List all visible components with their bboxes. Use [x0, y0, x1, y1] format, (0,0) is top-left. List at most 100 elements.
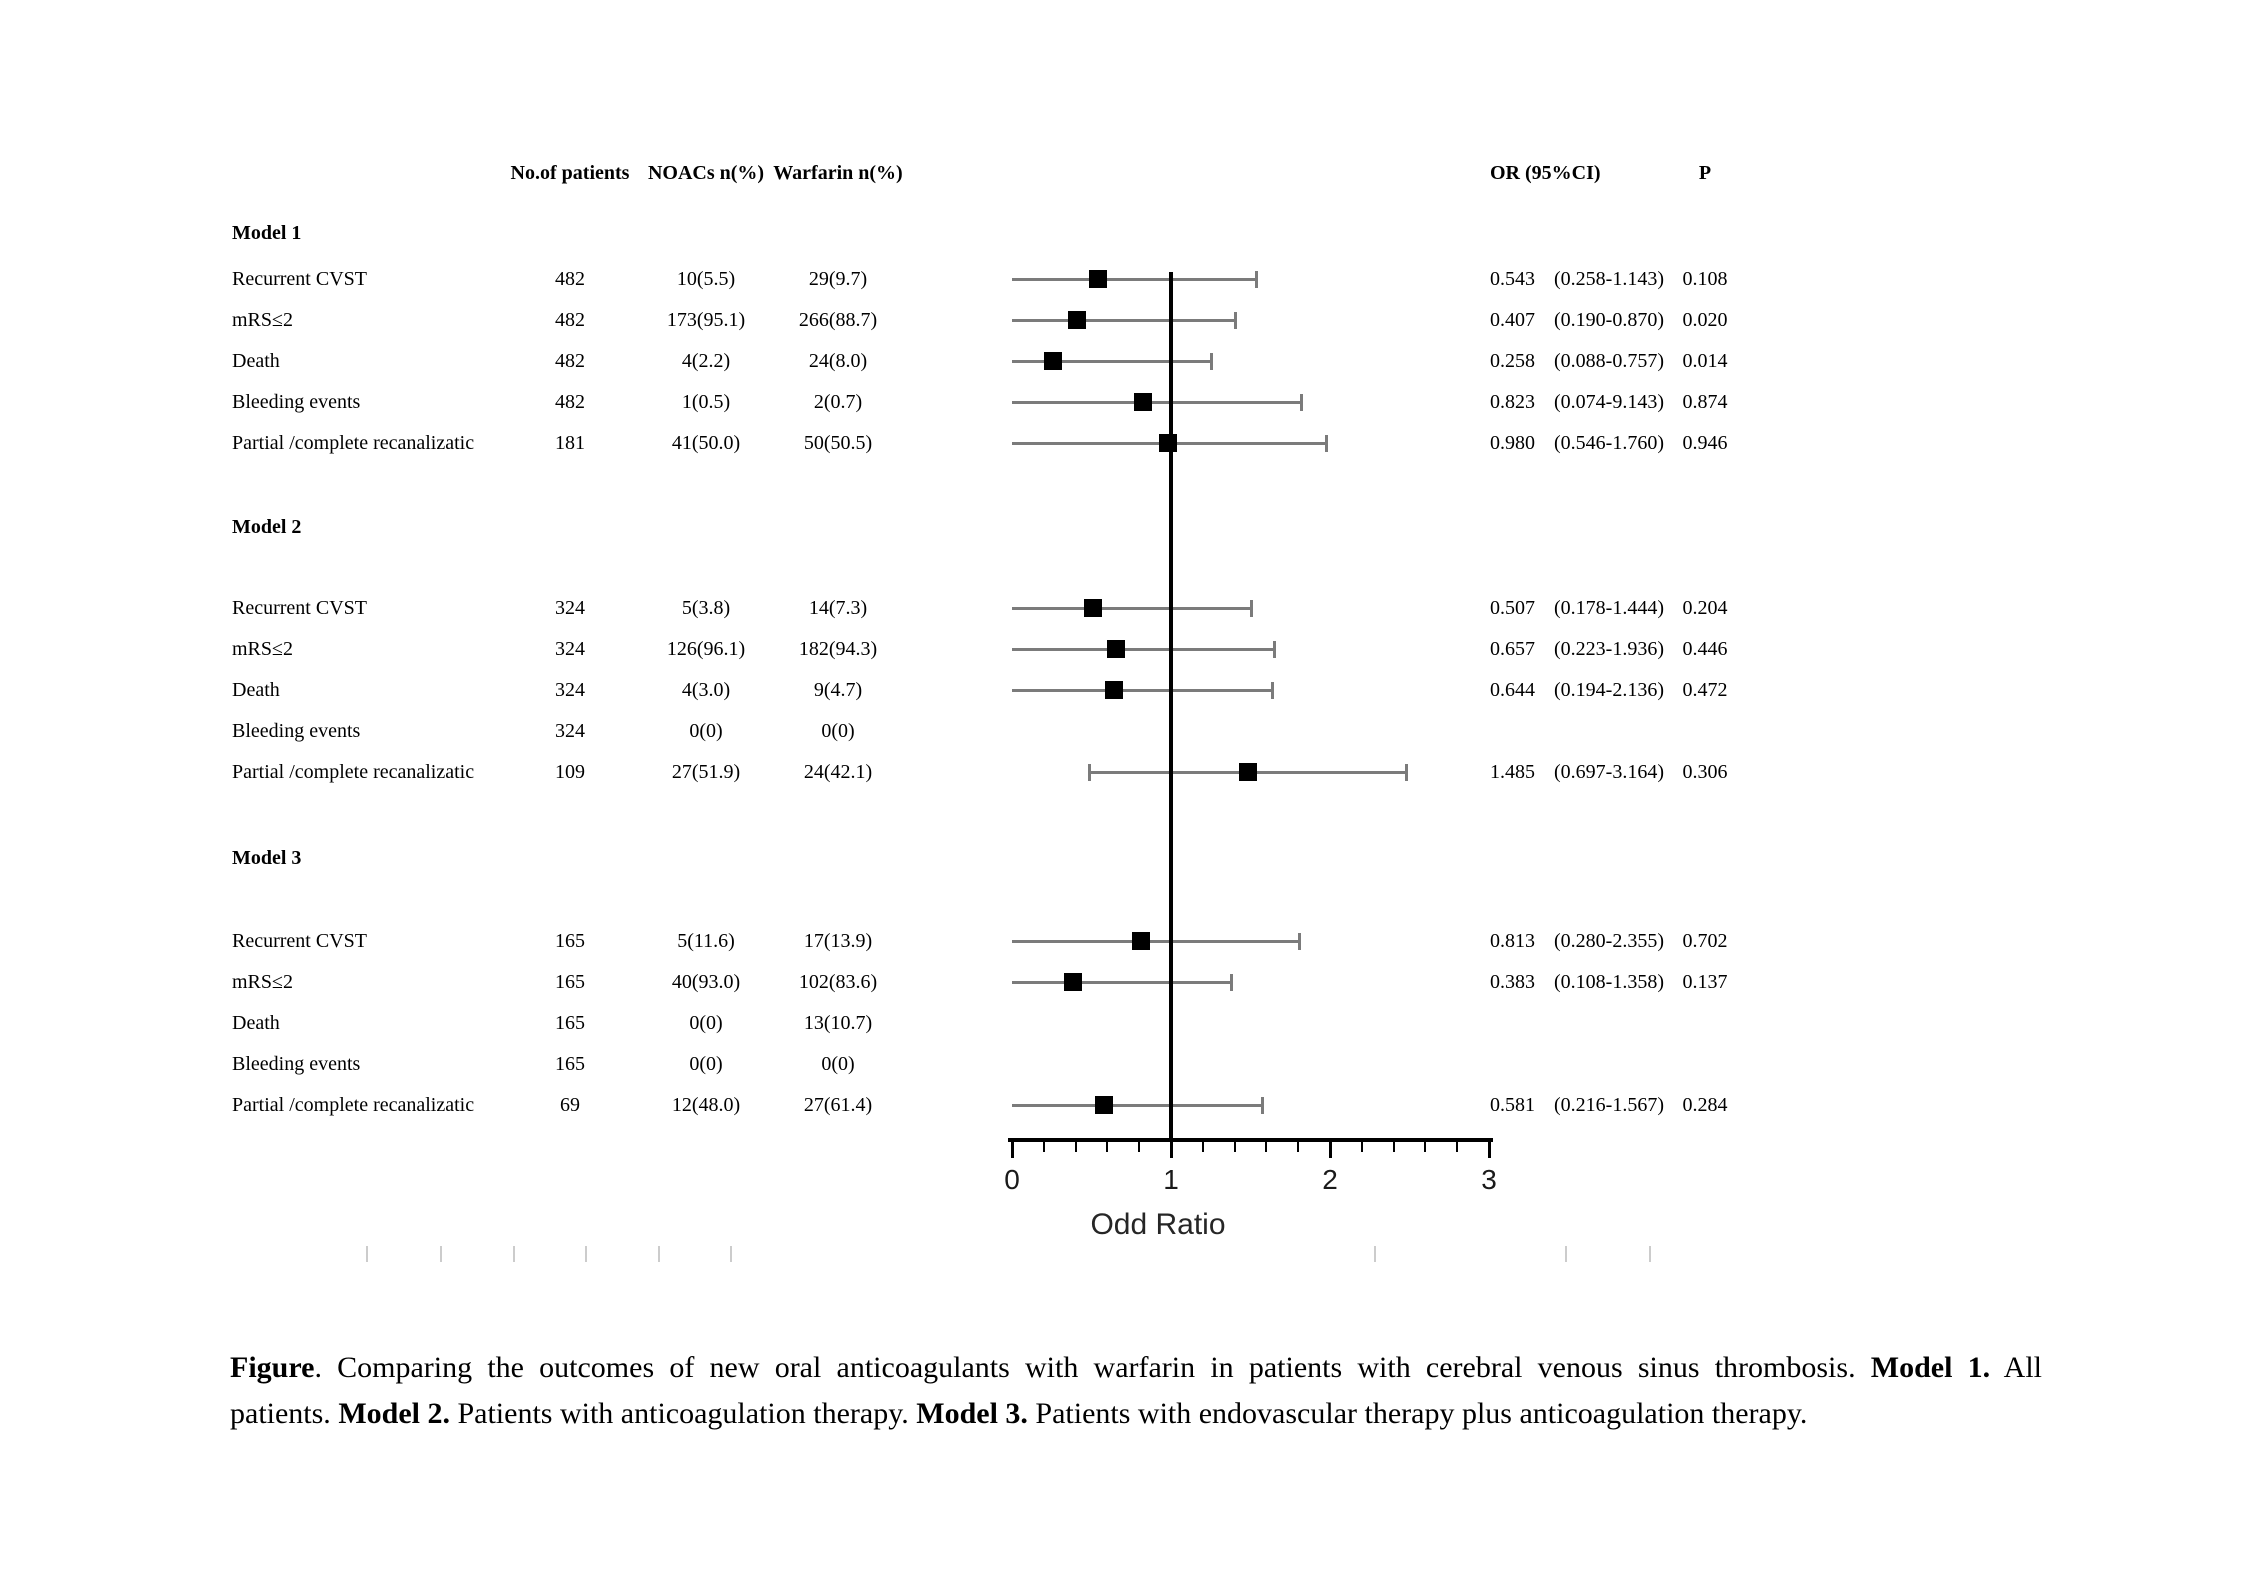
ci-cap-high	[1271, 682, 1275, 699]
minor-tick	[1360, 1142, 1363, 1152]
or-value: 0.581	[1490, 1094, 1535, 1116]
ci-cap-high	[1233, 312, 1237, 329]
ci-value: (0.108-1.358)	[1554, 971, 1664, 993]
minor-tick	[1265, 1142, 1268, 1152]
col-header-warfarin: Warfarin n(%)	[773, 162, 903, 184]
major-tick	[1487, 1142, 1491, 1158]
p-value: 0.108	[1682, 268, 1728, 290]
reference-line-or-1	[1169, 272, 1173, 1142]
ci-cap-low	[1088, 764, 1092, 781]
or-square	[1105, 681, 1124, 699]
minor-tick	[1456, 1142, 1459, 1152]
ruler-tick	[366, 1246, 368, 1262]
ci-line	[1012, 360, 1213, 363]
ruler-tick	[1565, 1246, 1567, 1262]
p-value: 0.472	[1682, 679, 1728, 701]
warfarin-value: 13(10.7)	[803, 1012, 873, 1034]
noacs-value: 126(96.1)	[666, 638, 746, 660]
tick-label: 0	[1004, 1164, 1020, 1195]
warfarin-value: 102(83.6)	[798, 971, 878, 993]
n-value: 482	[555, 268, 585, 290]
warfarin-value: 182(94.3)	[798, 638, 878, 660]
ci-value: (0.280-2.355)	[1554, 930, 1664, 952]
outcome-label: Bleeding events	[232, 1053, 361, 1075]
minor-tick	[1424, 1142, 1427, 1152]
warfarin-value: 24(8.0)	[808, 350, 868, 372]
n-value: 165	[555, 1053, 585, 1075]
ci-value: (0.216-1.567)	[1554, 1094, 1664, 1116]
noacs-value: 4(2.2)	[681, 350, 731, 372]
outcome-label: mRS≤2	[232, 638, 293, 660]
ruler-tick	[658, 1246, 660, 1262]
ci-value: (0.190-0.870)	[1554, 309, 1664, 331]
warfarin-value: 14(7.3)	[808, 597, 868, 619]
ci-value: (0.546-1.760)	[1554, 432, 1664, 454]
minor-tick	[1138, 1142, 1141, 1152]
or-value: 0.813	[1490, 930, 1535, 952]
outcome-label: Bleeding events	[232, 391, 361, 413]
minor-tick	[1042, 1142, 1045, 1152]
or-square	[1239, 763, 1258, 781]
minor-tick	[1233, 1142, 1236, 1152]
warfarin-value: 2(0.7)	[813, 391, 863, 413]
n-value: 165	[555, 971, 585, 993]
ruler-tick	[1649, 1246, 1651, 1262]
warfarin-value: 27(61.4)	[803, 1094, 873, 1116]
ci-cap-high	[1273, 641, 1277, 658]
outcome-label: Partial /complete recanalizatic	[232, 432, 475, 454]
outcome-label: Recurrent CVST	[232, 268, 367, 290]
or-square	[1132, 932, 1151, 950]
p-value: 0.874	[1682, 391, 1728, 413]
warfarin-value: 29(9.7)	[808, 268, 868, 290]
or-value: 0.383	[1490, 971, 1535, 993]
outcome-label: Bleeding events	[232, 720, 361, 742]
ci-value: (0.697-3.164)	[1554, 761, 1664, 783]
ruler-tick	[585, 1246, 587, 1262]
warfarin-value: 17(13.9)	[803, 930, 873, 952]
ci-line	[1012, 940, 1301, 943]
outcome-label: mRS≤2	[232, 971, 293, 993]
caption-bold-segment: Model 2.	[338, 1397, 450, 1430]
noacs-value: 40(93.0)	[671, 971, 741, 993]
outcome-label: Partial /complete recanalizatic	[232, 1094, 475, 1116]
or-square	[1133, 393, 1152, 411]
model-heading: Model 2	[232, 516, 302, 538]
col-header-no-of-patients: No.of patients	[510, 162, 630, 184]
n-value: 482	[555, 309, 585, 331]
ci-cap-high	[1229, 974, 1233, 991]
noacs-value: 5(11.6)	[677, 930, 735, 952]
outcome-label: Death	[232, 1012, 280, 1034]
ruler-tick	[730, 1246, 732, 1262]
noacs-value: 0(0)	[689, 1053, 723, 1075]
p-value: 0.284	[1682, 1094, 1728, 1116]
tick-label: 3	[1481, 1164, 1497, 1195]
warfarin-value: 0(0)	[821, 720, 855, 742]
n-value: 324	[555, 638, 585, 660]
or-square	[1095, 1096, 1114, 1114]
p-value: 0.204	[1682, 597, 1728, 619]
or-value: 0.407	[1490, 309, 1535, 331]
minor-tick	[1392, 1142, 1395, 1152]
n-value: 324	[555, 597, 585, 619]
tick-label: 1	[1163, 1164, 1179, 1195]
or-square	[1083, 599, 1102, 617]
caption-bold-segment: Model 1.	[1870, 1351, 1991, 1384]
ci-value: (0.258-1.143)	[1554, 268, 1664, 290]
or-value: 0.258	[1490, 350, 1535, 372]
major-tick	[1328, 1142, 1332, 1158]
n-value: 324	[555, 679, 585, 701]
ci-value: (0.194-2.136)	[1554, 679, 1664, 701]
or-value: 0.823	[1490, 391, 1535, 413]
warfarin-value: 266(88.7)	[798, 309, 878, 331]
minor-tick	[1106, 1142, 1109, 1152]
major-tick	[1010, 1142, 1014, 1158]
major-tick	[1169, 1142, 1173, 1158]
p-value: 0.020	[1682, 309, 1728, 331]
ci-line	[1012, 607, 1252, 610]
ci-cap-high	[1324, 435, 1328, 452]
minor-tick	[1297, 1142, 1300, 1152]
ci-line	[1012, 981, 1232, 984]
ci-cap-high	[1299, 394, 1303, 411]
outcome-label: Partial /complete recanalizatic	[232, 761, 475, 783]
noacs-value: 5(3.8)	[681, 597, 731, 619]
